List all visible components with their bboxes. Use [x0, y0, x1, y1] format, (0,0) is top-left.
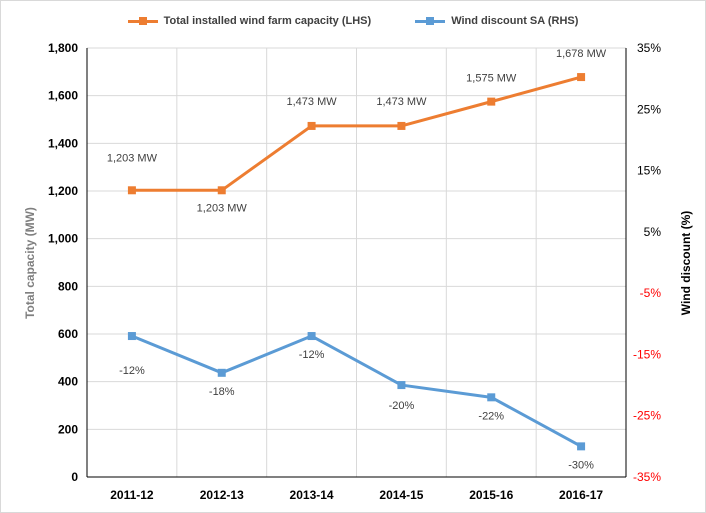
- y-tick-label-right: 35%: [637, 41, 661, 55]
- y-tick-label-left: 1,800: [48, 41, 78, 55]
- data-label: -20%: [389, 400, 415, 412]
- data-point: [217, 186, 226, 195]
- data-point: [577, 73, 586, 82]
- data-point: [487, 393, 496, 402]
- y-tick-label-left: 400: [58, 375, 78, 389]
- x-tick-label: 2015-16: [469, 488, 513, 502]
- data-point: [397, 121, 406, 130]
- legend-label-capacity: Total installed wind farm capacity (LHS): [163, 15, 372, 27]
- y-tick-label-left: 1,400: [48, 136, 78, 150]
- legend-swatch-capacity: [127, 16, 158, 26]
- data-label: 1,473 MW: [287, 96, 338, 108]
- y-axis-title-right: Wind discount (%): [679, 210, 693, 316]
- data-point: [127, 332, 136, 341]
- legend-item-discount: Wind discount SA (RHS): [415, 15, 578, 27]
- data-label: -22%: [478, 410, 504, 422]
- x-tick-label: 2014-15: [379, 488, 423, 502]
- data-label: 1,473 MW: [376, 96, 427, 108]
- y-tick-label-left: 200: [58, 422, 78, 436]
- y-axis-title-left: Total capacity (MW): [23, 207, 37, 319]
- y-tick-label-right: -15%: [633, 347, 661, 361]
- y-tick-label-right: -35%: [633, 470, 661, 484]
- y-tick-label-left: 1,600: [48, 89, 78, 103]
- data-label: -12%: [299, 349, 325, 361]
- data-point: [217, 368, 226, 377]
- legend-item-capacity: Total installed wind farm capacity (LHS): [127, 15, 372, 27]
- data-point: [397, 381, 406, 390]
- data-point: [127, 186, 136, 195]
- series-line: [131, 334, 582, 448]
- data-label: 1,678 MW: [556, 48, 607, 60]
- y-tick-label-right: 15%: [637, 164, 661, 178]
- x-tick-label: 2012-13: [200, 488, 244, 502]
- y-tick-label-right: 5%: [644, 225, 662, 239]
- data-label: 1,575 MW: [466, 73, 517, 85]
- data-point: [487, 97, 496, 106]
- y-tick-label-right: -25%: [633, 409, 661, 423]
- chart-legend: Total installed wind farm capacity (LHS)…: [0, 10, 706, 32]
- y-tick-label-right: 25%: [637, 102, 661, 116]
- series-line: [131, 75, 582, 192]
- data-label: -30%: [568, 459, 594, 471]
- x-tick-label: 2016-17: [559, 488, 603, 502]
- legend-label-discount: Wind discount SA (RHS): [451, 15, 579, 27]
- y-tick-label-left: 1,200: [48, 184, 78, 198]
- y-tick-label-right: -5%: [640, 286, 662, 300]
- data-point: [307, 332, 316, 341]
- y-tick-label-left: 0: [71, 470, 78, 484]
- y-tick-label-left: 600: [58, 327, 78, 341]
- data-point: [577, 442, 586, 451]
- data-label: 1,203 MW: [107, 152, 158, 164]
- y-tick-label-left: 800: [58, 279, 78, 293]
- legend-swatch-discount: [415, 16, 446, 26]
- y-tick-label-left: 1,000: [48, 232, 78, 246]
- data-label: -12%: [119, 365, 145, 377]
- data-point: [307, 121, 316, 130]
- x-tick-label: 2013-14: [290, 488, 334, 502]
- data-label: 1,203 MW: [197, 202, 248, 214]
- data-label: -18%: [209, 386, 235, 398]
- x-tick-label: 2011-12: [110, 488, 154, 502]
